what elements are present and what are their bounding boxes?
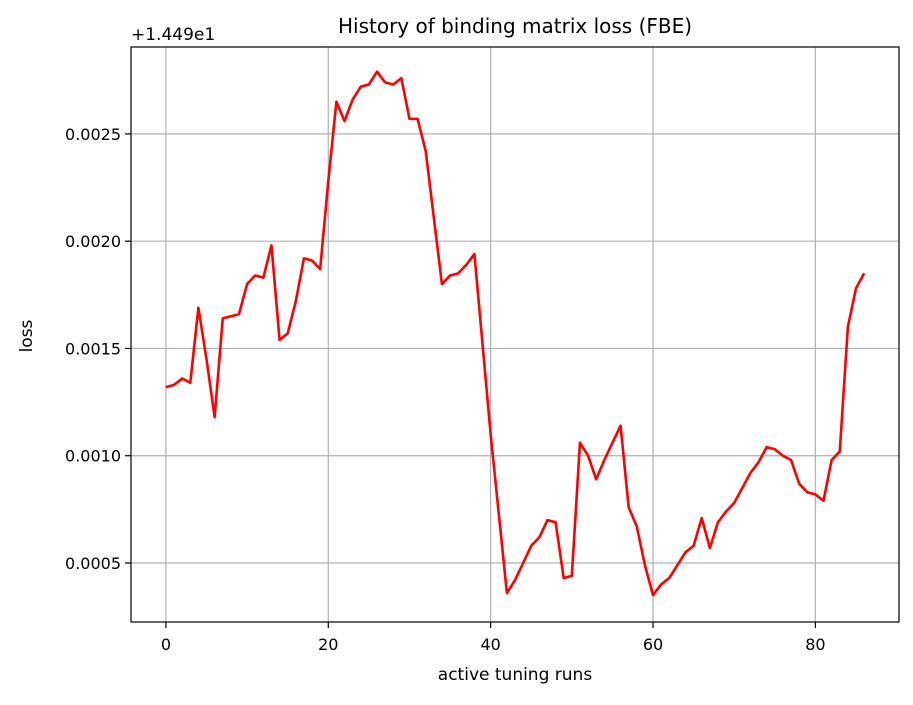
- x-axis-label: active tuning runs: [438, 665, 593, 685]
- y-tick-label: 0.0015: [65, 339, 121, 358]
- axis-ticks: 0 20 40 60 80 0.0005 0.0010 0.0015 0.0020 0.0025: [65, 125, 826, 654]
- y-tick-label: 0.0010: [65, 447, 121, 466]
- x-tick-label: 40: [480, 635, 500, 654]
- grid: [131, 47, 899, 622]
- x-tick-label: 0: [161, 635, 171, 654]
- y-tick-label: 0.0020: [65, 232, 121, 251]
- loss-line: [165, 70, 866, 597]
- y-tick-label: 0.0005: [65, 554, 121, 573]
- chart-title: History of binding matrix loss (FBE): [338, 14, 692, 38]
- y-axis-label: loss: [17, 319, 37, 352]
- y-axis-offset-text: +1.449e1: [131, 25, 215, 45]
- plot-area-frame: [130, 46, 900, 623]
- x-tick-label: 60: [643, 635, 663, 654]
- x-tick-label: 20: [318, 635, 338, 654]
- y-tick-label: 0.0025: [65, 125, 121, 144]
- series-group: [165, 70, 866, 597]
- x-tick-label: 80: [805, 635, 825, 654]
